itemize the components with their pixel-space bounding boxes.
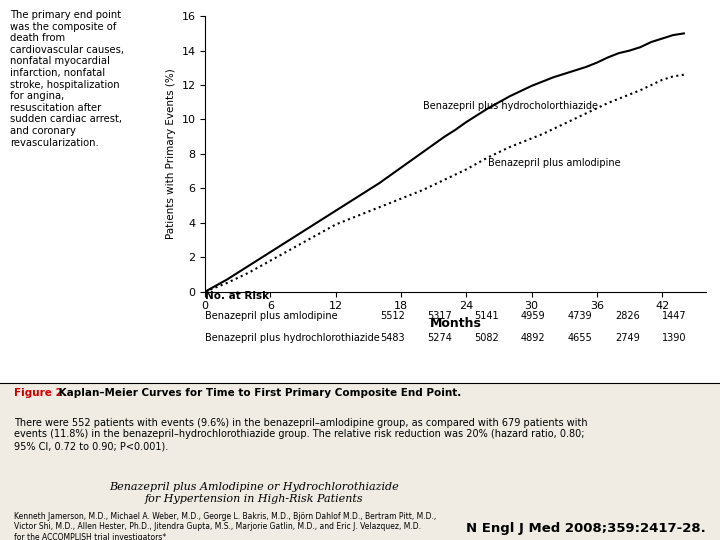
Text: 5317: 5317: [427, 311, 451, 321]
Text: N Engl J Med 2008;359:2417-28.: N Engl J Med 2008;359:2417-28.: [466, 522, 706, 535]
Text: The primary end point
was the composite of
death from
cardiovascular causes,
non: The primary end point was the composite …: [10, 10, 125, 147]
Text: Benazepril plus amlodipine: Benazepril plus amlodipine: [205, 311, 338, 321]
Text: Figure 2.: Figure 2.: [14, 388, 67, 398]
Text: 4655: 4655: [568, 333, 593, 343]
Text: 2749: 2749: [615, 333, 639, 343]
Text: Benazepril plus hydrocholorthiazide: Benazepril plus hydrocholorthiazide: [423, 101, 598, 111]
Text: Benazepril plus amlodipine: Benazepril plus amlodipine: [488, 158, 621, 167]
Text: 4892: 4892: [521, 333, 546, 343]
Text: 5274: 5274: [427, 333, 451, 343]
Text: Kenneth Jamerson, M.D., Michael A. Weber, M.D., George L. Bakris, M.D., Björn Da: Kenneth Jamerson, M.D., Michael A. Weber…: [14, 512, 436, 540]
Text: Benazepril plus hydrochlorothiazide: Benazepril plus hydrochlorothiazide: [205, 333, 380, 343]
Text: 2826: 2826: [615, 311, 639, 321]
Text: 5141: 5141: [474, 311, 499, 321]
Text: 5082: 5082: [474, 333, 499, 343]
X-axis label: Months: Months: [429, 317, 482, 330]
Text: 4959: 4959: [521, 311, 546, 321]
Text: 1447: 1447: [662, 311, 687, 321]
Text: 5512: 5512: [380, 311, 405, 321]
Text: 1390: 1390: [662, 333, 687, 343]
Text: Kaplan–Meier Curves for Time to First Primary Composite End Point.: Kaplan–Meier Curves for Time to First Pr…: [55, 388, 462, 398]
Text: 5483: 5483: [380, 333, 405, 343]
Text: 4739: 4739: [568, 311, 593, 321]
Text: No. at Risk: No. at Risk: [205, 292, 269, 301]
Y-axis label: Patients with Primary Events (%): Patients with Primary Events (%): [166, 69, 176, 239]
Text: Benazepril plus Amlodipine or Hydrochlorothiazide
for Hypertension in High-Risk : Benazepril plus Amlodipine or Hydrochlor…: [109, 482, 399, 504]
Text: There were 552 patients with events (9.6%) in the benazepril–amlodipine group, a: There were 552 patients with events (9.6…: [14, 418, 588, 451]
